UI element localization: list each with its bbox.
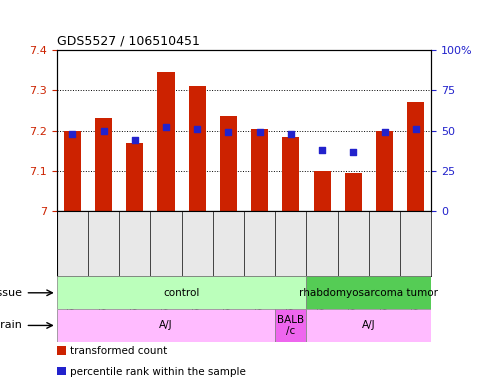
- Point: [69, 131, 76, 137]
- Point: [381, 129, 388, 135]
- Bar: [307, 309, 431, 342]
- Bar: [95, 119, 112, 211]
- Text: A/J: A/J: [159, 320, 173, 331]
- Bar: [407, 103, 424, 211]
- Text: BALB
/c: BALB /c: [277, 314, 305, 336]
- Bar: [282, 137, 299, 211]
- Point: [100, 127, 107, 134]
- Point: [224, 129, 232, 135]
- Bar: [57, 367, 66, 375]
- Bar: [251, 129, 268, 211]
- Bar: [307, 276, 431, 309]
- Point: [412, 126, 420, 132]
- Bar: [314, 171, 331, 211]
- Point: [193, 126, 201, 132]
- Point: [287, 131, 295, 137]
- Bar: [220, 116, 237, 211]
- Bar: [64, 131, 81, 211]
- Text: transformed count: transformed count: [70, 346, 167, 356]
- Point: [256, 129, 264, 135]
- Text: strain: strain: [0, 320, 22, 331]
- Point: [131, 137, 139, 143]
- Bar: [345, 173, 362, 211]
- Bar: [275, 309, 307, 342]
- Text: rhabdomyosarcoma tumor: rhabdomyosarcoma tumor: [299, 288, 438, 298]
- Text: A/J: A/J: [362, 320, 376, 331]
- Text: GDS5527 / 106510451: GDS5527 / 106510451: [57, 34, 200, 47]
- Point: [162, 124, 170, 131]
- Text: tissue: tissue: [0, 288, 22, 298]
- Bar: [57, 346, 66, 354]
- Bar: [157, 72, 175, 211]
- Bar: [57, 276, 307, 309]
- Text: percentile rank within the sample: percentile rank within the sample: [70, 367, 246, 377]
- Bar: [376, 131, 393, 211]
- Bar: [57, 309, 275, 342]
- Point: [350, 149, 357, 155]
- Bar: [189, 86, 206, 211]
- Point: [318, 147, 326, 153]
- Bar: [126, 143, 143, 211]
- Text: control: control: [163, 288, 200, 298]
